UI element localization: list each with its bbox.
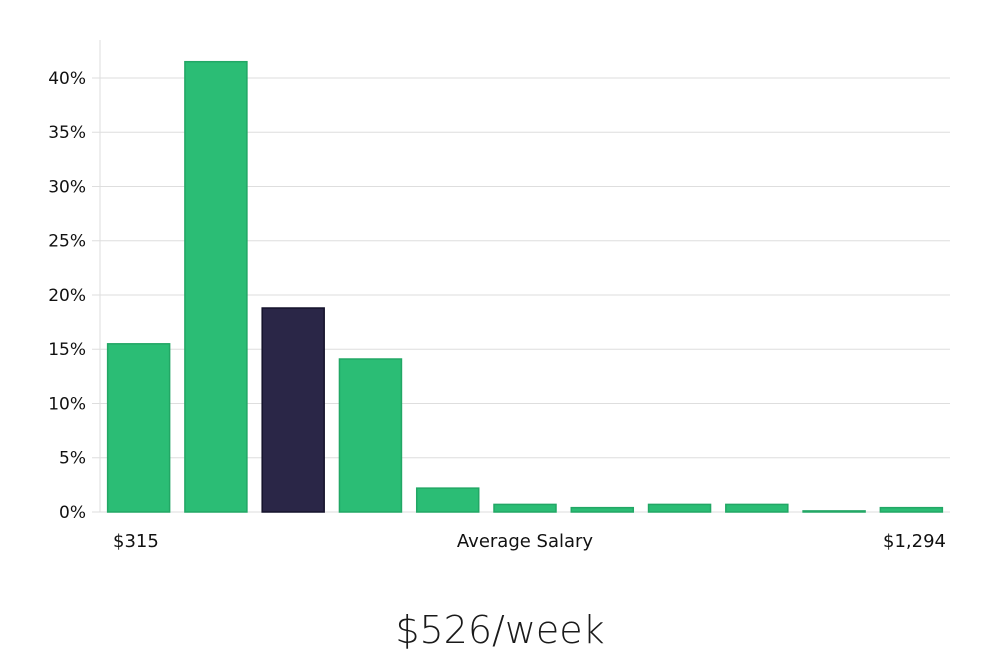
y-tick-label: 35% [48,123,86,143]
bar [338,358,403,513]
bar [493,503,557,513]
x-axis-max-label: $1,294 [883,531,946,552]
salary-histogram: 0% 5% 10% 15% 20% 25% 30% 35% 40% $315 Average S… [48,40,950,552]
x-axis-label: Average Salary [457,531,594,552]
bar [184,60,248,513]
bars [106,60,944,513]
y-axis-ticks: 0% 5% 10% 15% 20% 25% 30% 35% 40% [48,69,86,523]
y-tick-label: 10% [48,394,86,414]
y-tick-label: 25% [48,232,86,252]
y-tick-label: 5% [59,449,86,469]
bar [879,506,944,513]
x-axis-min-label: $315 [113,531,159,552]
y-tick-label: 15% [48,340,86,360]
y-tick-label: 0% [59,503,86,523]
bar [725,503,789,513]
y-tick-label: 20% [48,286,86,306]
bar [647,503,712,513]
bar [415,487,480,513]
average-salary-summary: $526/week [395,608,605,652]
y-tick-label: 30% [48,177,86,197]
bar [106,343,171,513]
y-tick-label: 40% [48,69,86,89]
bar [802,510,866,513]
bar-highlighted [261,307,325,513]
bar [570,506,635,513]
